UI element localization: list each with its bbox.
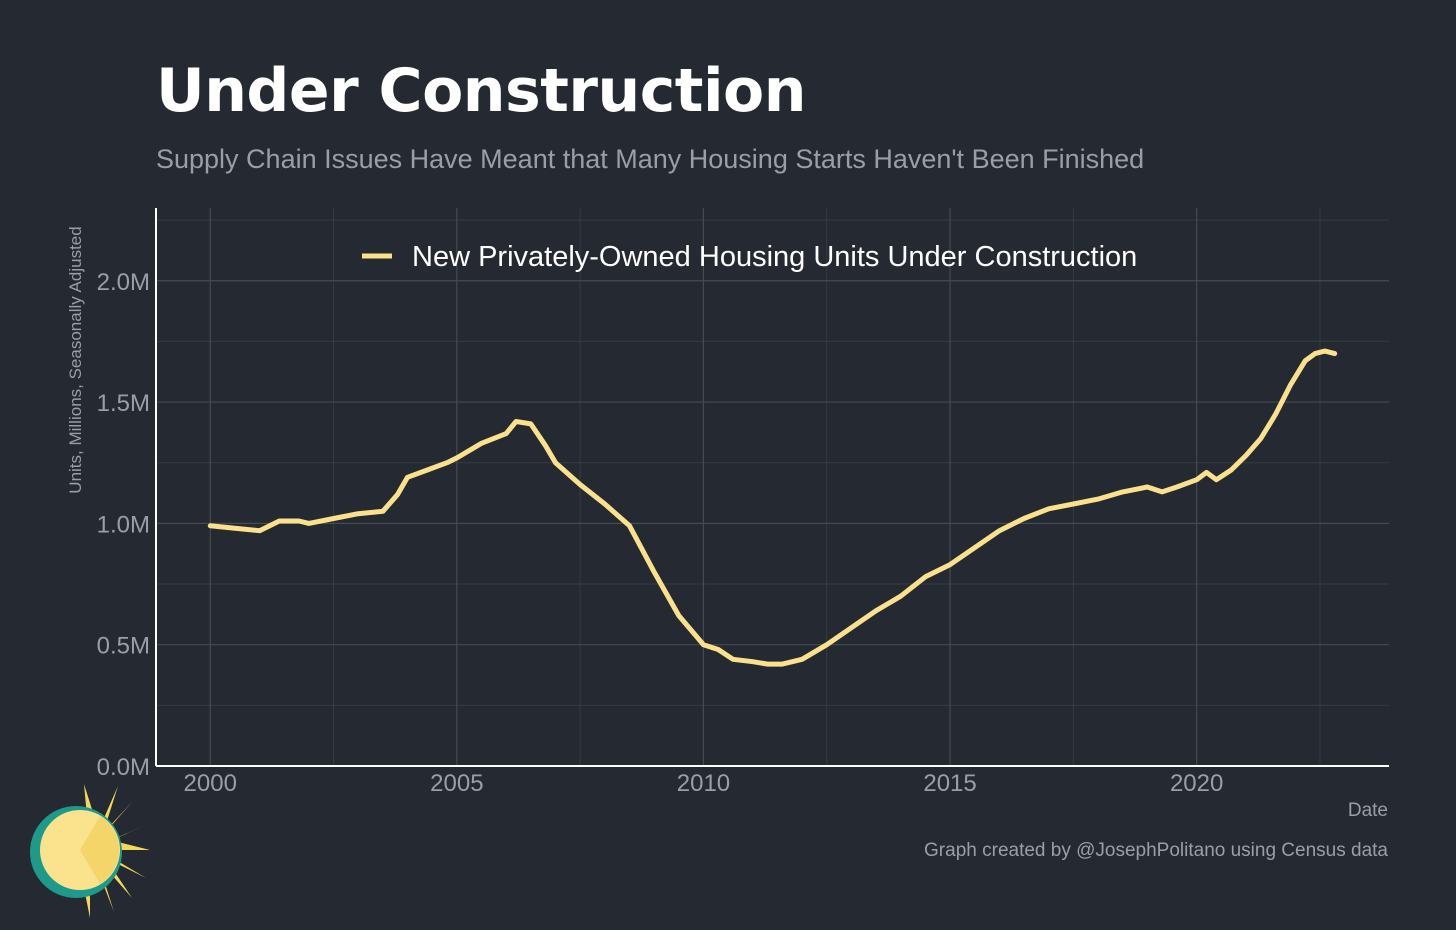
x-tick-label: 2000 bbox=[184, 770, 237, 797]
y-tick-labels: 0.0M 0.5M 1.0M 1.5M 2.0M bbox=[97, 269, 150, 781]
legend-label: New Privately-Owned Housing Units Under … bbox=[412, 241, 1137, 273]
series-line-under-construction bbox=[207, 348, 1338, 667]
y-tick-label: 0.5M bbox=[97, 633, 150, 660]
x-tick-label: 2010 bbox=[677, 770, 730, 797]
chart-subtitle: Supply Chain Issues Have Meant that Many… bbox=[156, 144, 1145, 174]
y-tick-label: 1.5M bbox=[97, 390, 150, 417]
source-caption: Graph created by @JosephPolitano using C… bbox=[924, 840, 1388, 861]
x-tick-label: 2005 bbox=[430, 770, 483, 797]
legend: New Privately-Owned Housing Units Under … bbox=[362, 241, 1137, 273]
chart-title: Under Construction bbox=[156, 56, 806, 126]
x-axis-label: Date bbox=[1347, 800, 1388, 821]
major-gridlines bbox=[156, 208, 1389, 766]
x-tick-label: 2020 bbox=[1170, 770, 1223, 797]
y-tick-label: 0.0M bbox=[97, 754, 150, 781]
y-tick-label: 2.0M bbox=[97, 269, 150, 296]
x-tick-labels: 2000 2005 2010 2015 2020 bbox=[184, 770, 1224, 797]
x-tick-label: 2015 bbox=[923, 770, 976, 797]
axes bbox=[155, 208, 1389, 767]
sun-logo-icon bbox=[30, 784, 150, 918]
y-tick-label: 1.0M bbox=[97, 511, 150, 538]
data-points bbox=[208, 349, 1337, 667]
minor-gridlines bbox=[156, 208, 1389, 766]
